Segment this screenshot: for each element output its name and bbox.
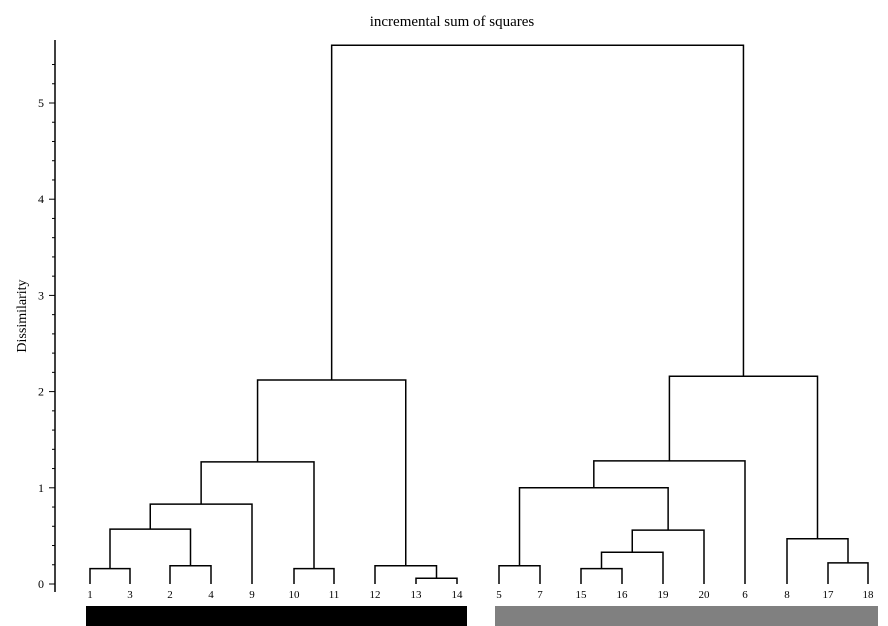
- y-tick-label: 0: [38, 577, 44, 591]
- leaf-label: 3: [127, 589, 133, 601]
- dendrogram-link: [498, 564, 541, 584]
- leaf-label: 12: [370, 589, 381, 601]
- dendrogram-link: [293, 567, 335, 584]
- dendrogram-link: [786, 538, 849, 584]
- y-tick-label: 5: [38, 96, 44, 110]
- dendrogram-link: [330, 44, 745, 381]
- dendrogram-link: [593, 460, 746, 584]
- leaf-label: 1: [87, 589, 93, 601]
- dendrogram-link: [631, 529, 705, 584]
- leaf-labels: 1 3 2 4 9 10 11 12 13 14 5 7 15 16 19 20 6 8 17 18: [87, 589, 874, 601]
- dendrogram-link: [109, 528, 192, 569]
- y-tick-label: 1: [38, 481, 44, 495]
- dendrogram-link: [256, 379, 407, 566]
- leaf-label: 13: [411, 589, 423, 601]
- cluster-bar: [495, 606, 878, 626]
- y-tick-label: 2: [38, 385, 44, 399]
- leaf-label: 16: [617, 589, 629, 601]
- leaf-label: 2: [167, 589, 173, 601]
- cluster-bars: [86, 606, 878, 626]
- leaf-label: 5: [496, 589, 502, 601]
- dendrogram-link: [169, 564, 212, 584]
- y-tick-label: 3: [38, 288, 44, 302]
- leaf-label: 6: [742, 589, 748, 601]
- y-axis-label: Dissimilarity: [15, 279, 30, 352]
- dendrogram-link: [827, 562, 869, 584]
- leaf-label: 9: [249, 589, 255, 601]
- dendrogram-link: [200, 461, 315, 569]
- dendrogram-link: [415, 577, 458, 584]
- dendrogram-link: [580, 567, 623, 584]
- cluster-bar: [86, 606, 467, 626]
- leaf-label: 17: [823, 589, 835, 601]
- dendrogram-link: [149, 503, 253, 584]
- y-tick-label: 4: [38, 192, 44, 206]
- leaf-label: 7: [537, 589, 543, 601]
- dendrogram-links: [89, 44, 869, 584]
- leaf-label: 11: [329, 589, 340, 601]
- dendrogram-link: [89, 567, 131, 584]
- leaf-label: 20: [699, 589, 711, 601]
- chart-title: incremental sum of squares: [370, 14, 535, 30]
- leaf-label: 8: [784, 589, 790, 601]
- dendrogram-link: [374, 564, 438, 584]
- dendrogram-link: [668, 375, 819, 539]
- y-axis-ticks: 0 1 2 3 4 5: [38, 64, 55, 591]
- leaf-label: 19: [658, 589, 670, 601]
- leaf-label: 10: [289, 589, 301, 601]
- leaf-label: 18: [863, 589, 875, 601]
- leaf-label: 15: [576, 589, 588, 601]
- leaf-label: 14: [452, 589, 464, 601]
- leaf-label: 4: [208, 589, 214, 601]
- dendrogram-link: [518, 487, 669, 566]
